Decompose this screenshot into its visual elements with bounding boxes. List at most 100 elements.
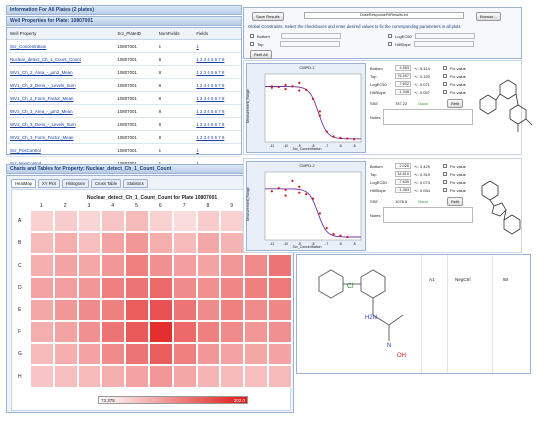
fix-value-checkbox[interactable] [443,188,447,192]
well-property-link[interactable]: WV2_Ch_3_Area_-_µm2_Mean [7,104,115,118]
heatmap-cell[interactable] [101,365,126,388]
table-row[interactable]: WV1_Ch_2_Form_Factor_Mean 10807001 8 1 2… [7,91,241,105]
top-input[interactable] [280,41,341,47]
well-property-link[interactable]: Scr_PosControl [7,143,115,157]
heatmap-cell[interactable] [53,343,78,366]
param-value[interactable]: 76.497 [395,73,411,79]
fields-links[interactable]: 1 2 3 4 5 6 7 8 [193,52,241,66]
well-properties-header[interactable]: Well Properties for Plate: 10807001 [6,16,242,26]
heatmap-cell[interactable] [101,343,126,366]
heatmap-cell[interactable] [172,254,197,277]
fields-links[interactable]: 1 [193,143,241,157]
table-row[interactable]: WV1_Ch_2_Dens_-_Levels_Sum 10807001 8 1 … [7,78,241,92]
col-plate-id[interactable]: Scr_PlateID [114,28,156,40]
heatmap-cell[interactable] [77,343,102,366]
well-property-link[interactable]: Scr_Concentration [7,39,115,53]
heatmap-cell[interactable] [101,232,126,255]
heatmap-cell[interactable] [77,298,102,321]
table-row[interactable]: Nuclear_detect_Ch_1_Count_Count 10807001… [7,52,241,66]
heatmap-cell[interactable] [268,276,292,299]
heatmap-cell[interactable] [101,298,126,321]
notes-field[interactable] [383,207,474,223]
heatmap-cell[interactable] [30,210,54,233]
heatmap-cell[interactable] [149,276,173,299]
heatmap-cell[interactable] [149,365,173,388]
table-row[interactable]: WV2_Ch_3_Area_-_µm2_Mean 10807001 8 1 2 … [7,104,241,118]
fix-value-checkbox[interactable] [443,164,447,168]
well-property-link[interactable]: WV1_Ch_2_Form_Factor_Mean [7,91,115,105]
heatmap-cell[interactable] [244,276,268,299]
save-results-button[interactable]: Save Results [252,12,284,21]
heatmap-cell[interactable] [30,365,54,388]
heatmap-cell[interactable] [268,343,292,366]
filename-field[interactable]: DoseResponseFitResults.txt [304,12,464,19]
heatmap-cell[interactable] [244,298,268,321]
bottom-input[interactable] [280,33,341,39]
heatmap-cell[interactable] [149,210,173,233]
param-value[interactable]: -7.602 [395,81,411,87]
heatmap-cell[interactable] [53,254,78,277]
tab-xy-plot[interactable]: XY Plot [38,179,60,188]
top-checkbox[interactable] [250,42,254,46]
hillslope-input[interactable] [413,41,474,47]
param-value[interactable]: -1.363 [395,187,411,193]
dose-response-plot[interactable]: CMPD-1 -11 -10 -9 -8 -7 -6 -5 Scr_Concentratio… [246,63,366,153]
heatmap-cell[interactable] [53,365,78,388]
fields-links[interactable]: 1 2 3 4 5 6 7 8 [193,104,241,118]
fields-links[interactable]: 1 [193,39,241,53]
heatmap-cell[interactable] [220,365,245,388]
heatmap-cell[interactable] [125,321,149,344]
heatmap-cell[interactable] [125,343,149,366]
tab-cross-table[interactable]: Cross Table [90,179,122,188]
param-value[interactable]: 4.583 [395,65,411,71]
heatmap-cell[interactable] [30,254,54,277]
heatmap-cell[interactable] [125,298,149,321]
fields-links[interactable]: 1 2 3 4 5 6 7 8 [193,130,241,144]
heatmap-cell[interactable] [101,321,126,344]
well-property-link[interactable]: WV2_Ch_3_Dens_-_Levels_Sum [7,117,115,131]
tab-histogram[interactable]: Histogram [61,179,89,188]
fields-links[interactable]: 1 2 3 4 5 6 7 8 [193,78,241,92]
heatmap-cell[interactable] [172,276,197,299]
table-row[interactable]: WV1_Ch_2_Area_-_µm2_Mean 10807001 8 1 2 … [7,65,241,79]
heatmap-cell[interactable] [53,232,78,255]
tab-statistics[interactable]: Statistics [123,179,148,188]
table-row[interactable]: Scr_PosControl 10807001 1 1 [7,143,241,157]
param-value[interactable]: -7.639 [395,179,411,185]
col-well-property[interactable]: Well Property [7,28,115,40]
heatmap-cell[interactable] [77,232,102,255]
heatmap-cell[interactable] [125,210,149,233]
heatmap-cell[interactable] [196,365,221,388]
heatmap-cell[interactable] [30,321,54,344]
heatmap-cell[interactable] [172,343,197,366]
heatmap-cell[interactable] [220,232,245,255]
heatmap-cell[interactable] [53,276,78,299]
table-row[interactable]: WV2_Ch_3_Form_Factor_Mean 10807001 8 1 2… [7,130,241,144]
fix-value-checkbox[interactable] [443,66,447,70]
tab-heatmap[interactable]: HeatMap [11,179,36,188]
well-property-link[interactable]: Nuclear_detect_Ch_1_Count_Count [7,52,115,66]
heatmap-cell[interactable] [77,254,102,277]
well-property-link[interactable]: WV2_Ch_3_Form_Factor_Mean [7,130,115,144]
heatmap-cell[interactable] [149,254,173,277]
fix-value-checkbox[interactable] [443,82,447,86]
heatmap-cell[interactable] [172,321,197,344]
heatmap-cell[interactable] [30,232,54,255]
heatmap-cell[interactable] [244,254,268,277]
dose-response-plot[interactable]: CMPD-2 -11 -10 -9 -8 -7 -6 -5 Scr_Concentratio… [246,161,366,251]
fix-value-checkbox[interactable] [443,172,447,176]
heatmap-cell[interactable] [53,210,78,233]
heatmap-cell[interactable] [149,232,173,255]
heatmap-cell[interactable] [268,298,292,321]
heatmap-cell[interactable] [101,254,126,277]
heatmap-cell[interactable] [244,343,268,366]
bottom-checkbox[interactable] [250,34,254,38]
heatmap-cell[interactable] [149,321,173,344]
heatmap-cell[interactable] [77,365,102,388]
heatmap-cell[interactable] [30,343,54,366]
heatmap-cell[interactable] [125,232,149,255]
heatmap-cell[interactable] [149,343,173,366]
heatmap-cell[interactable] [196,321,221,344]
heatmap-cell[interactable] [30,276,54,299]
heatmap-cell[interactable] [77,321,102,344]
